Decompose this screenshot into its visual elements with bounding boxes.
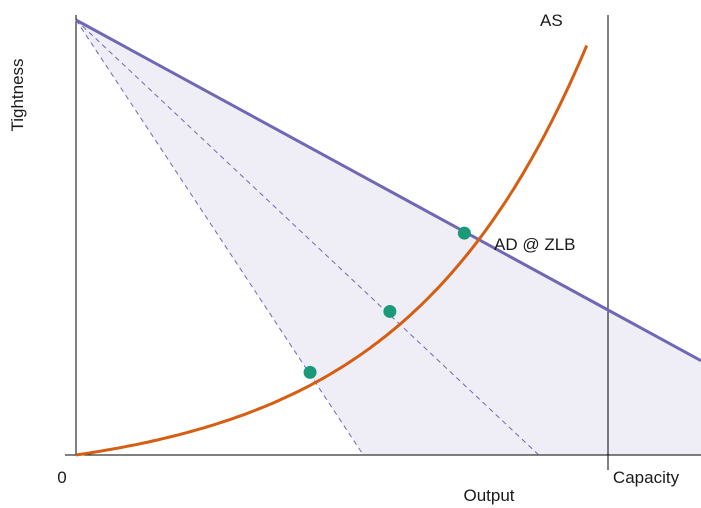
x-axis-label: Output <box>463 486 514 505</box>
equilibrium-point-1 <box>303 365 317 379</box>
ad-dashed-line-1 <box>75 19 540 456</box>
equilibrium-point-3 <box>457 226 471 240</box>
capacity-tick-label: Capacity <box>613 468 680 487</box>
y-axis-label: Tightness <box>8 58 27 131</box>
equilibrium-point-2 <box>383 304 397 318</box>
ad-zlb-line <box>75 18 701 363</box>
origin-tick-label: 0 <box>57 468 66 487</box>
as-label: AS <box>540 11 563 30</box>
as-curve <box>75 44 589 457</box>
ad-zlb-label: AD @ ZLB <box>494 235 576 254</box>
zlb-shaded-region <box>76 20 701 455</box>
equilibrium-points <box>303 226 471 379</box>
